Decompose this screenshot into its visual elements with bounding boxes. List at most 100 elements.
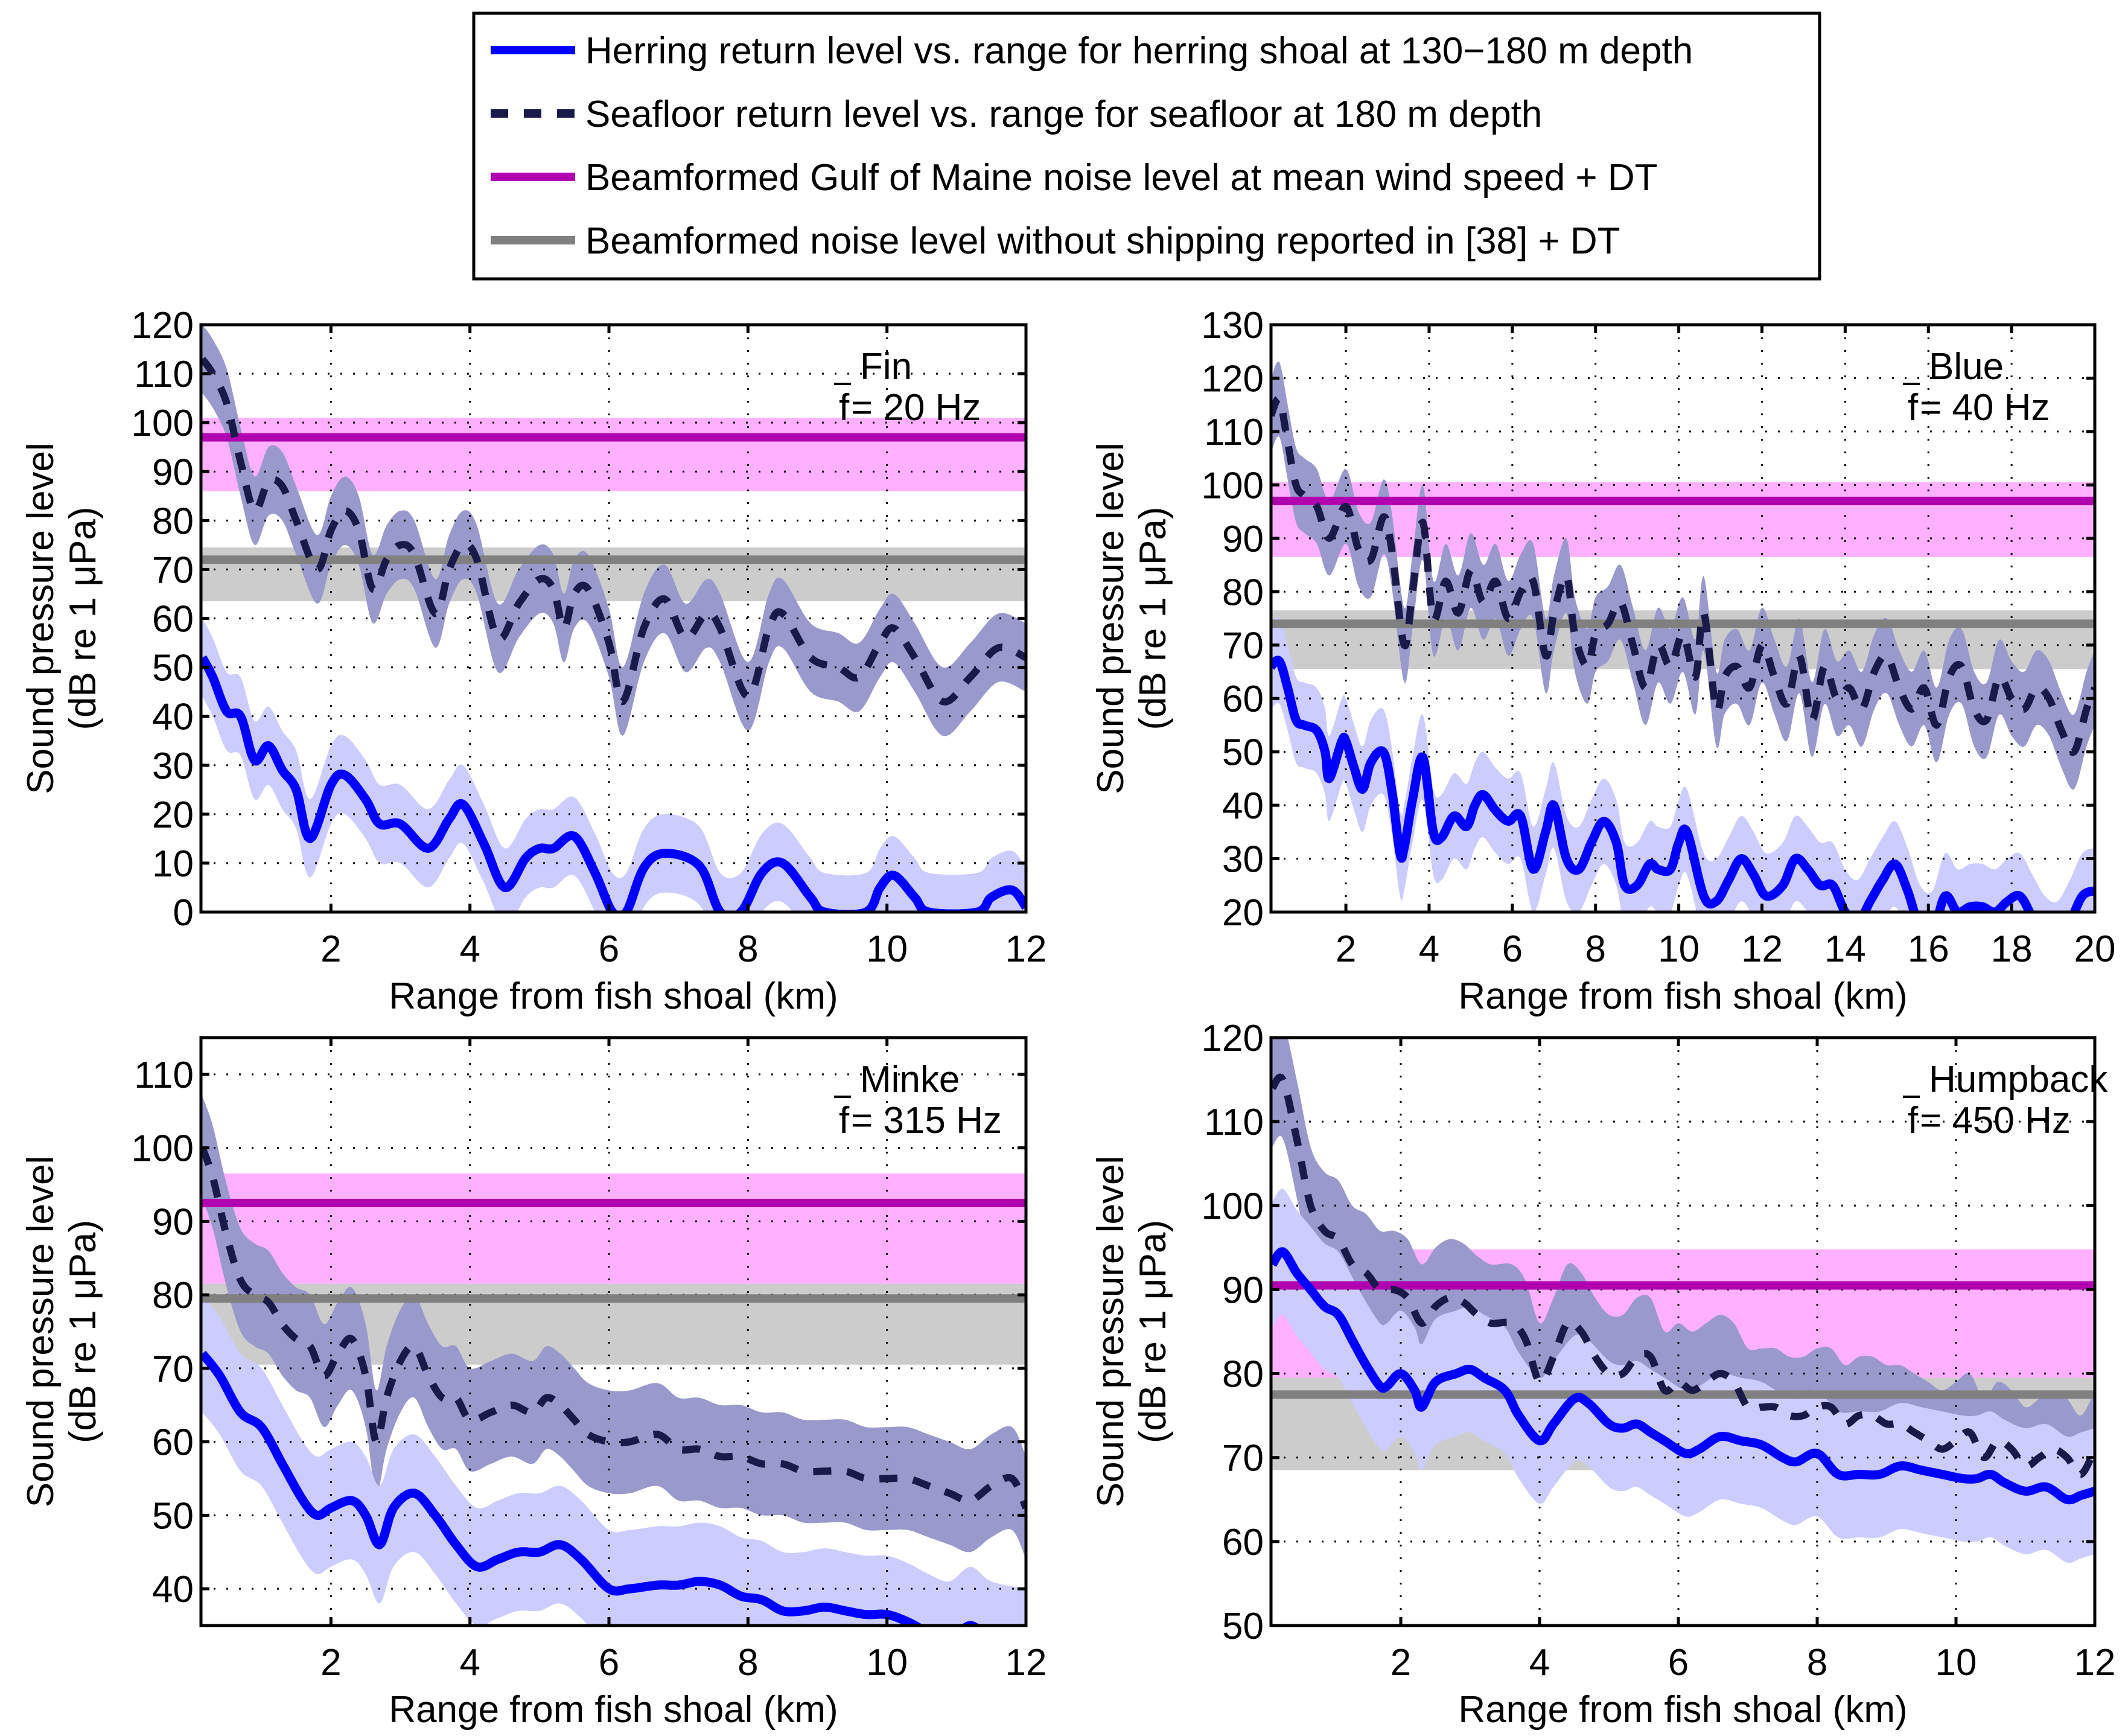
x-tick-label: 10 (1935, 1642, 1977, 1683)
y-tick-label: 100 (132, 403, 194, 444)
x-tick-label: 2 (320, 928, 341, 970)
y-tick-label: 90 (152, 1201, 194, 1243)
herring-line (201, 1350, 981, 1626)
y-axis-label: Sound pressure level (20, 442, 62, 794)
x-tick-label: 2 (1336, 928, 1356, 970)
y-tick-label: 70 (1222, 625, 1264, 667)
panels: 2 4 6 8 10 120102030405060708090100110120Rang… (20, 305, 2115, 1731)
x-tick-label: 6 (599, 1642, 619, 1683)
x-tick-label: 8 (737, 928, 758, 970)
y-tick-label: 60 (152, 599, 194, 640)
herring-band (202, 618, 1026, 912)
y-tick-label: 60 (152, 1422, 194, 1464)
x-tick-label: 12 (1741, 928, 1783, 970)
x-axis-label: Range from fish shoal (km) (389, 1689, 838, 1731)
y-tick-label: 90 (1222, 1269, 1264, 1311)
y-tick-label: 20 (152, 794, 194, 836)
y-tick-label: 100 (1202, 1186, 1264, 1227)
x-axis-label: Range from fish shoal (km) (1458, 1689, 1907, 1731)
tick-labels: 2 4 6 8 10 12 50 60 70 80 90 100 110 120 (1202, 1018, 2116, 1683)
x-tick-label: 12 (1005, 928, 1047, 970)
y-tick-label: 110 (1204, 412, 1264, 453)
axes-frame (1269, 323, 2097, 914)
y-tick-label: 50 (152, 1495, 194, 1537)
y-tick-label: 80 (152, 500, 194, 542)
x-tick-label: 2 (1391, 1642, 1411, 1683)
mean-frequency-value: = 450 Hz (1920, 1100, 2071, 1141)
y-tick-label: 100 (1202, 465, 1264, 506)
y-tick-label: 90 (1222, 519, 1264, 560)
panel-top-left: 2 4 6 8 10 120102030405060708090100110120Rang… (20, 305, 1046, 1017)
y-tick-label: 70 (1222, 1438, 1264, 1479)
x-tick-label: 4 (1529, 1642, 1550, 1683)
maine-noise-band (201, 1173, 1026, 1284)
species-label: Fin (860, 346, 912, 388)
y-tick-label: 80 (1222, 1354, 1264, 1396)
mean-frequency-symbol: f (1908, 387, 1919, 429)
maine-noise-band (201, 418, 1026, 491)
x-tick-label: 8 (1807, 1642, 1827, 1683)
x-tick-label: 10 (866, 1642, 908, 1683)
herring-band (1271, 617, 2095, 912)
legend-box (472, 11, 1821, 281)
tick-labels: 2 4 6 8 10 12 14 16 18 20 20 30 40 50 60 70 80 90 100 110 12… (1202, 305, 2116, 970)
y-tick-label: 40 (1222, 785, 1264, 827)
herring-band (202, 1295, 1026, 1626)
seafloor-line (1271, 1073, 2095, 1478)
y-tick-label: 110 (134, 1055, 194, 1096)
mean-frequency-value: = 40 Hz (1920, 387, 2050, 429)
mean-frequency-symbol: f (839, 1100, 850, 1141)
y-tick-label: 80 (152, 1275, 194, 1316)
y-tick-label: 120 (1202, 1018, 1264, 1059)
x-tick-label: 6 (599, 928, 619, 970)
y-tick-label: 30 (152, 745, 194, 787)
mean-frequency-symbol: f (839, 387, 850, 429)
panel-bottom-left: 2 4 6 8 10 12 40 50 60 70 80 90 100 110 Range from fis… (20, 1036, 1047, 1731)
y-axis-label: Sound pressure level (1090, 442, 1132, 794)
seafloor-line (201, 356, 1026, 706)
x-tick-label: 12 (2074, 1642, 2116, 1683)
seafloor-band (202, 325, 1026, 736)
x-axis-label: Range from fish shoal (km) (1458, 975, 1907, 1017)
y-tick-label: 50 (1222, 1606, 1264, 1647)
x-tick-label: 20 (2074, 928, 2116, 970)
y-tick-label: 60 (1222, 678, 1264, 720)
mean-frequency-symbol: f (1908, 1100, 1919, 1141)
x-tick-label: 4 (1419, 928, 1439, 970)
y-tick-label: 110 (134, 354, 194, 395)
y-tick-label: 90 (152, 452, 194, 493)
herring-line (1271, 656, 2095, 912)
y-tick-label: 80 (1222, 572, 1264, 613)
y-tick-label: 70 (152, 549, 194, 591)
y-tick-label: 110 (1204, 1102, 1264, 1143)
y-tick-label: 50 (152, 648, 194, 689)
seafloor-band (1271, 361, 2095, 790)
y-tick-label: 30 (1222, 839, 1264, 881)
y-tick-label: 0 (173, 892, 194, 934)
y-tick-label: 40 (152, 697, 194, 738)
seafloor-band (202, 1096, 1026, 1560)
y-axis-label: Sound pressure level (20, 1156, 62, 1507)
legend-label-seafloor: Seafloor return level vs. range for seaf… (585, 94, 1542, 135)
y-tick-label: 120 (1202, 358, 1264, 400)
y-tick-label: 60 (1222, 1522, 1264, 1563)
plot-area (1271, 325, 2095, 912)
x-tick-label: 10 (1658, 928, 1700, 970)
plot-area (201, 1038, 1026, 1626)
legend: Herring return level vs. range for herri… (472, 11, 1821, 281)
y-tick-label: 70 (152, 1348, 194, 1390)
maine-noise-band (1271, 482, 2095, 557)
x-tick-label: 12 (1005, 1642, 1047, 1683)
mean-frequency-value: = 315 Hz (851, 1100, 1002, 1141)
x-axis-label: Range from fish shoal (km) (389, 975, 838, 1017)
seafloor-line (1271, 395, 2095, 756)
y-axis-unit-label: (dB re 1 μPa) (1132, 507, 1174, 730)
y-tick-label: 10 (152, 843, 194, 885)
y-tick-label: 100 (132, 1128, 194, 1170)
